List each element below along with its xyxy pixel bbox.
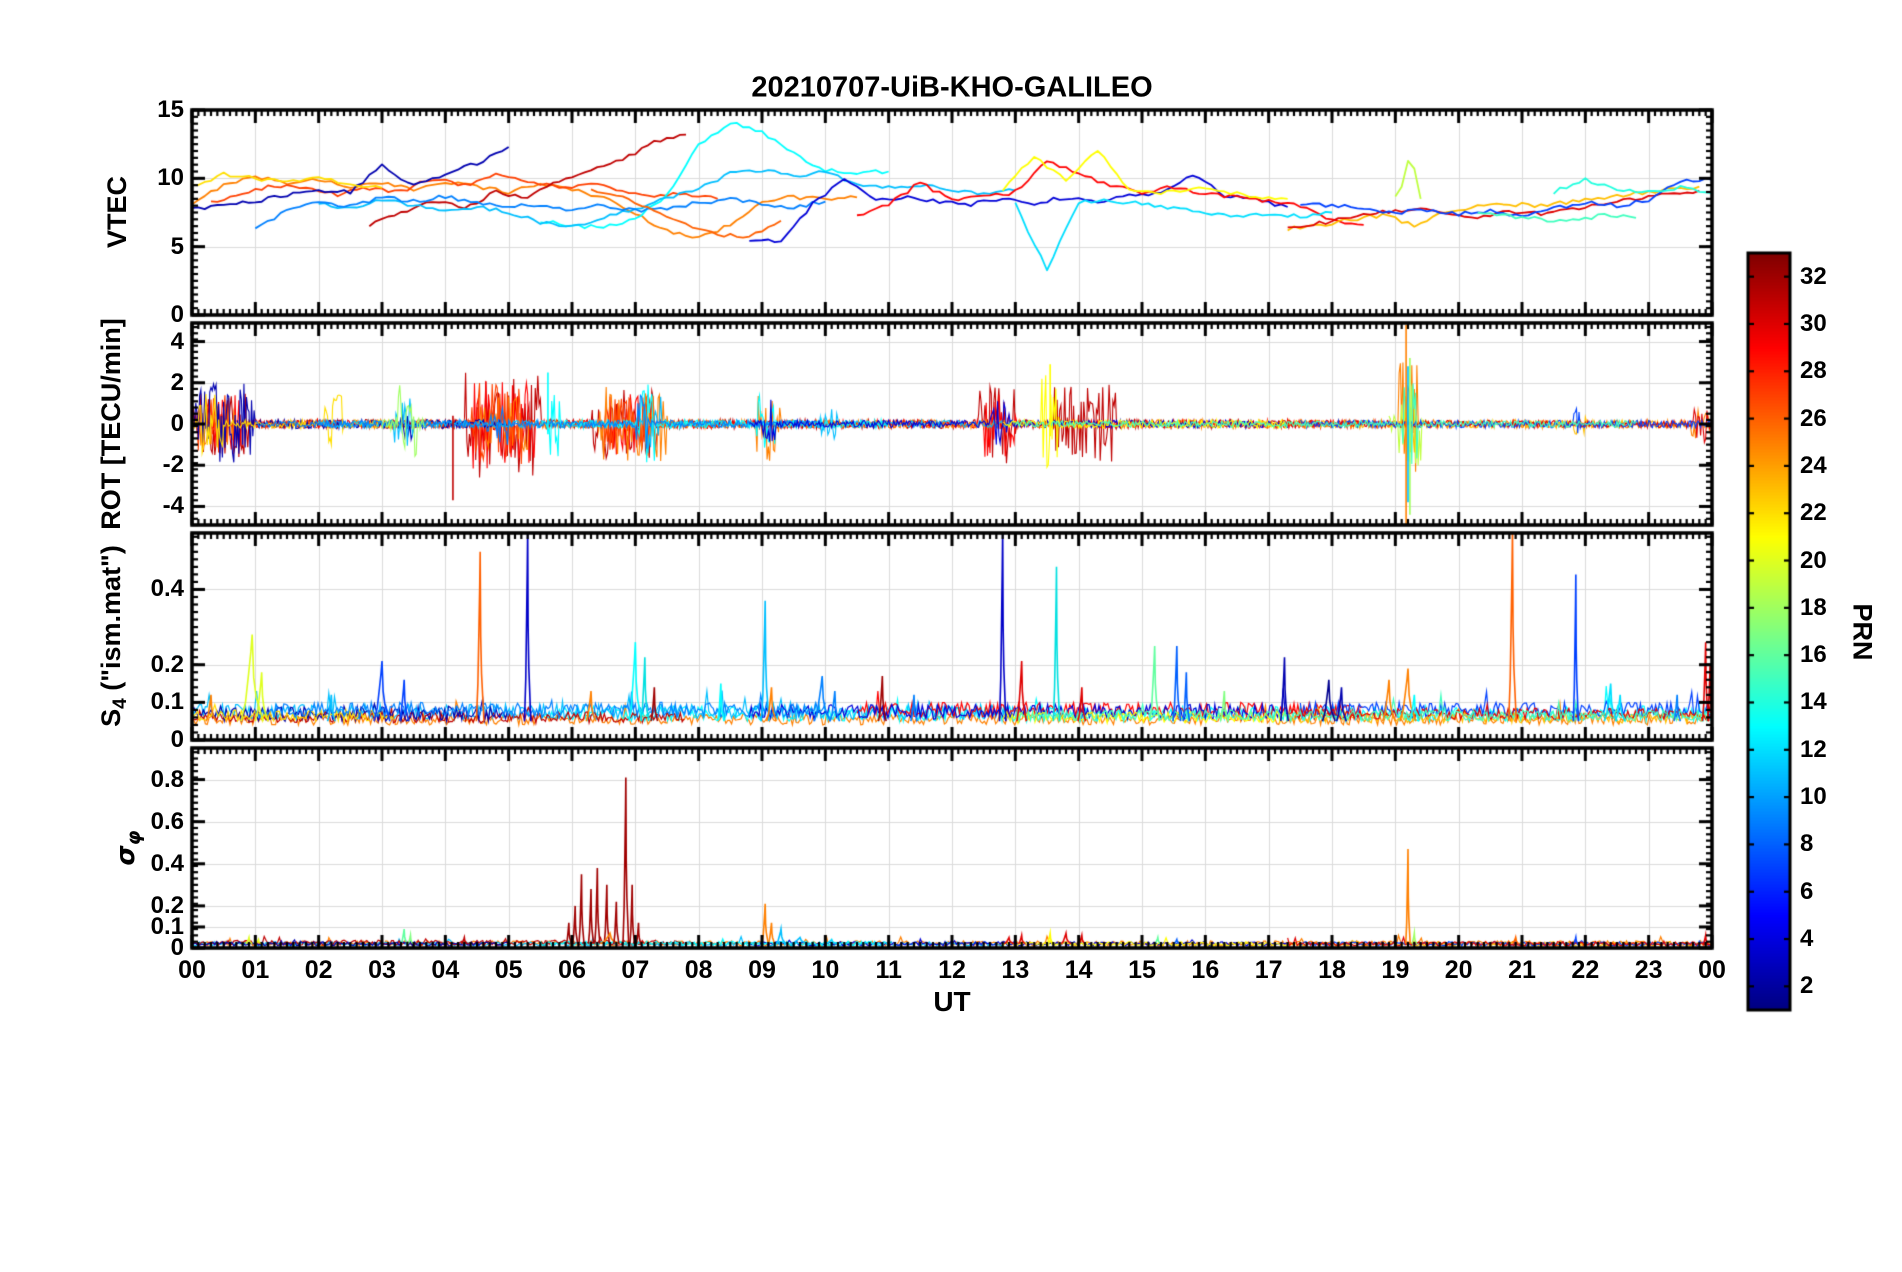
x-tick-label: 22 [1571, 956, 1600, 984]
ylabel-sub: φ [123, 830, 146, 846]
colorbar-tick-label: 24 [1800, 451, 1827, 479]
colorbar-tick-label: 4 [1800, 925, 1814, 953]
x-tick-label: 23 [1634, 956, 1663, 984]
y-tick-label: 0.4 [150, 575, 184, 603]
x-tick-label: 15 [1128, 956, 1156, 984]
x-tick-label: 06 [558, 956, 586, 984]
x-tick-label: 05 [494, 956, 523, 984]
y-tick-label: 0 [170, 410, 184, 437]
y-tick-label: 0.6 [150, 807, 184, 835]
colorbar-tick-label: 20 [1800, 546, 1827, 574]
y-tick-label: 0.1 [150, 688, 184, 716]
colorbar-tick-label: 12 [1800, 735, 1827, 763]
x-tick-label: 08 [684, 956, 713, 984]
colorbar-tick-label: 26 [1800, 404, 1827, 432]
y-tick-label: 2 [170, 368, 184, 396]
colorbar-tick-label: 32 [1800, 262, 1827, 290]
x-tick-label: 21 [1508, 956, 1536, 984]
y-tick-label: 0 [170, 726, 184, 753]
colorbar-tick-label: 22 [1800, 499, 1827, 527]
x-tick-label: 20 [1444, 956, 1473, 984]
y-tick-label: -4 [162, 492, 184, 520]
x-tick-label: 02 [304, 956, 333, 984]
x-tick-label: 04 [431, 956, 460, 984]
x-tick-label: 16 [1191, 956, 1220, 984]
x-tick-label: 03 [368, 956, 396, 984]
y-axis-label-sigma-phi: σφ [111, 830, 145, 865]
colorbar-tick-label: 8 [1800, 830, 1814, 858]
y-axis-label-s4: S4 ("ism.mat") [96, 545, 132, 727]
y-tick-label: 0.8 [150, 765, 184, 793]
x-tick-label: 10 [811, 956, 840, 984]
y-axis-label-vtec: VTEC [102, 176, 138, 248]
x-tick-label: 17 [1254, 956, 1283, 984]
x-tick-label: 07 [621, 956, 650, 984]
y-tick-label: 15 [157, 96, 184, 123]
x-tick-label: 19 [1381, 956, 1410, 984]
colorbar-tick-label: 28 [1800, 357, 1827, 385]
colorbar-tick-label: 10 [1800, 783, 1827, 811]
colorbar-tick-label: 6 [1800, 877, 1814, 905]
y-tick-label: 4 [170, 327, 184, 355]
y-tick-label: 10 [157, 164, 184, 192]
y-tick-label: 5 [170, 232, 184, 260]
colorbar-tick-label: 18 [1800, 593, 1827, 621]
y-axis-label-rot: ROT [TECU/min] [96, 318, 132, 529]
y-tick-label: 0.2 [150, 891, 184, 919]
chart-title: 20210707-UiB-KHO-GALILEO [751, 71, 1153, 104]
y-tick-label: 0.1 [150, 912, 184, 940]
y-tick-label: -2 [162, 451, 184, 479]
x-tick-label: 11 [875, 956, 902, 984]
colorbar-label: PRN [1847, 603, 1878, 661]
ylabel-text: σ [110, 845, 141, 866]
y-tick-label: 0.4 [150, 849, 184, 877]
colorbar-tick-label: 2 [1800, 972, 1814, 1000]
ylabel-sub: 4 [110, 698, 132, 709]
ylabel-text: VTEC [101, 175, 132, 249]
x-tick-label: 12 [938, 956, 966, 984]
x-tick-label: 14 [1064, 956, 1093, 984]
y-tick-label: 0 [170, 301, 184, 328]
colorbar-tick-label: 16 [1800, 641, 1827, 669]
x-tick-label: 01 [241, 956, 270, 984]
x-tick-label: 00 [1698, 956, 1726, 984]
x-tick-label: 18 [1318, 956, 1346, 984]
x-tick-label: 00 [178, 956, 206, 984]
ylabel-post: ("ism.mat") [95, 545, 126, 699]
x-axis-label: UT [933, 986, 971, 1017]
ylabel-text: S [95, 708, 126, 727]
x-tick-label: 13 [1001, 956, 1030, 984]
y-tick-label: 0.2 [150, 650, 184, 678]
colorbar-tick-label: 30 [1800, 309, 1827, 337]
y-tick-label: 0 [170, 934, 184, 961]
colorbar-tick-label: 14 [1800, 688, 1827, 716]
ylabel-text: ROT [TECU/min] [95, 318, 126, 530]
x-tick-label: 09 [748, 956, 776, 984]
